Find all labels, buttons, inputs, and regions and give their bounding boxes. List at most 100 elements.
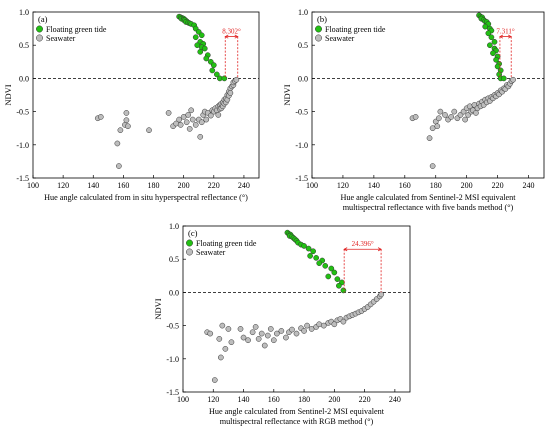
seawater-point — [183, 119, 190, 126]
x-tick-label: 160 — [117, 181, 129, 190]
seawater-point — [270, 337, 277, 344]
y-axis-label: NDVI — [282, 84, 292, 105]
y-tick-label: 1.0 — [19, 8, 29, 17]
legend-label-floating-green-tide: Floating green tide — [196, 239, 257, 248]
green-tide-point — [488, 34, 495, 41]
seawater-point — [448, 114, 455, 120]
green-tide-point — [328, 265, 335, 272]
green-tide-point — [334, 276, 341, 282]
seawater-point — [240, 334, 247, 341]
annotation-arrow-left — [224, 34, 229, 39]
green-tide-point — [310, 248, 316, 255]
green-tide-point — [301, 243, 307, 249]
seawater-point — [278, 328, 285, 334]
plot-frame — [32, 11, 260, 179]
x-tick-label: 200 — [328, 395, 340, 404]
y-tick-label: -1.5 — [166, 388, 179, 397]
legend-label-floating-green-tide: Floating green tide — [46, 25, 107, 34]
x-tick-label: 220 — [359, 395, 371, 404]
seawater-point — [340, 318, 347, 325]
x-tick-label: 140 — [87, 181, 99, 190]
green-tide-point — [203, 55, 210, 62]
seawater-point — [462, 116, 468, 123]
green-tide-point — [325, 273, 332, 280]
green-tide-point — [210, 62, 217, 68]
seawater-point — [198, 119, 205, 126]
y-tick-label: -1.5 — [16, 174, 29, 183]
annotation-text: 8.302° — [222, 28, 241, 36]
y-tick-label: 1.0 — [298, 8, 308, 17]
green-tide-point — [490, 50, 496, 57]
x-tick-label: 160 — [399, 181, 411, 190]
seawater-point — [176, 116, 182, 123]
x-tick-label: 240 — [523, 181, 535, 190]
panel-label: (c) — [188, 228, 198, 238]
annotation-arrow-left — [343, 247, 348, 252]
x-tick-label: 200 — [178, 181, 190, 190]
seawater-point — [434, 123, 441, 130]
x-axis-label: Hue angle calculated from Sentinel-2 MSI… — [340, 193, 516, 202]
seawater-point — [177, 122, 184, 128]
seawater-point — [189, 116, 196, 123]
seawater-point — [293, 330, 300, 337]
seawater-point — [261, 342, 268, 349]
seawater-point — [227, 90, 234, 96]
y-tick-label: -1.0 — [16, 141, 29, 150]
x-tick-label: 100 — [27, 181, 39, 190]
green-tide-point — [493, 56, 499, 63]
seawater-point — [412, 114, 419, 120]
seawater-point — [267, 326, 274, 332]
seawater-point — [203, 116, 210, 123]
x-axis-label: multispectral reflectance with RGB metho… — [220, 417, 374, 426]
seawater-point — [237, 326, 244, 332]
panel-label: (a) — [38, 14, 48, 24]
seawater-point — [245, 337, 251, 344]
annotation-text: 7.311° — [496, 28, 514, 36]
y-tick-label: 0.5 — [19, 41, 29, 50]
x-tick-label: 220 — [208, 181, 220, 190]
x-axis-label: Hue angle calculated from in situ hypers… — [44, 193, 248, 202]
seawater-point — [123, 117, 130, 124]
x-tick-label: 240 — [389, 395, 401, 404]
y-tick-label: 0.0 — [19, 74, 29, 83]
x-tick-label: 140 — [368, 181, 380, 190]
y-tick-label: -1.0 — [166, 355, 179, 364]
x-tick-label: 240 — [238, 181, 250, 190]
legend-label-seawater: Seawater — [325, 34, 355, 43]
seawater-point — [283, 334, 289, 341]
seawater-point — [429, 163, 436, 169]
seawater-point — [331, 321, 338, 328]
y-tick-label: -1.5 — [295, 174, 308, 183]
seawater-point — [165, 110, 172, 116]
green-tide-point — [221, 75, 228, 82]
seawater-point — [426, 135, 433, 142]
seawater-point — [185, 112, 192, 118]
plot-frame — [182, 225, 411, 393]
legend-marker-floating-green-tide — [186, 239, 193, 247]
seawater-point — [215, 112, 222, 118]
seawater-point — [228, 339, 235, 346]
seawater-point — [233, 76, 240, 83]
seawater-point — [97, 114, 104, 120]
y-tick-label: -0.5 — [16, 108, 29, 117]
green-tide-point — [192, 34, 199, 41]
x-tick-label: 180 — [298, 395, 310, 404]
annotation-text: 24.396° — [352, 240, 374, 248]
seawater-point — [442, 112, 448, 118]
plot-frame — [311, 11, 545, 179]
y-tick-label: -0.5 — [166, 322, 179, 331]
green-tide-point — [485, 30, 492, 37]
seawater-point — [146, 127, 152, 134]
x-tick-label: 120 — [57, 181, 69, 190]
green-tide-point — [305, 245, 312, 252]
legend-marker-floating-green-tide — [315, 25, 322, 33]
green-tide-point — [487, 42, 493, 49]
legend-marker-seawater — [186, 248, 193, 256]
green-tide-point — [491, 39, 498, 45]
seawater-point — [117, 127, 124, 134]
y-tick-label: 1.0 — [169, 222, 179, 231]
x-tick-label: 100 — [177, 395, 189, 404]
y-tick-label: 0.5 — [169, 255, 179, 264]
seawater-point — [451, 108, 458, 115]
